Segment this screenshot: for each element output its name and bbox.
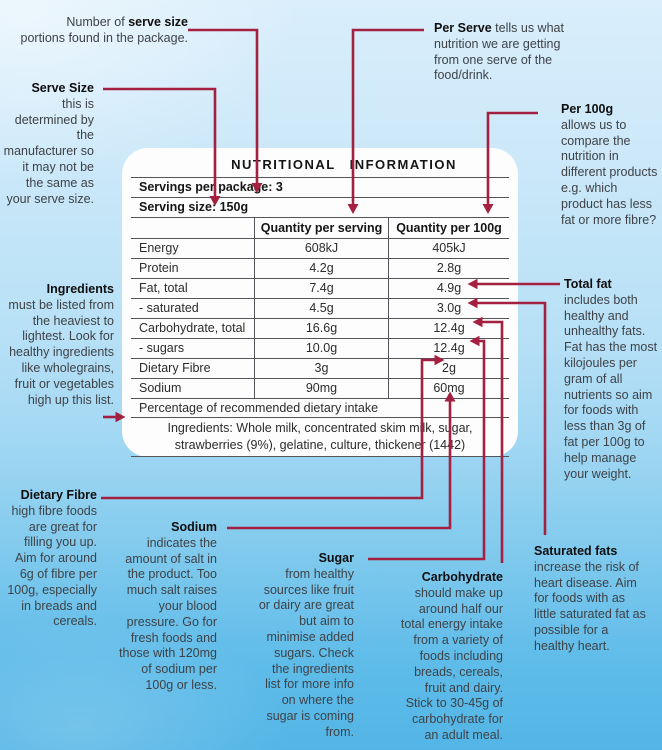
table-row-fat-total: Fat, total 7.4g 4.9g <box>131 279 509 299</box>
table-row-carbohydrate: Carbohydrate, total 16.6g 12.4g <box>131 319 509 339</box>
note-total-fat-body: includes both healthy and unhealthy fats… <box>564 292 658 481</box>
servings-per-package-row: Servings per package: 3 <box>131 178 509 198</box>
note-dietary-fibre-body: high fibre foods are great for filling y… <box>7 503 97 629</box>
note-serve-size-body: this is determined by the manufacturer s… <box>3 96 94 206</box>
table-row-dietary-fibre: Dietary Fibre 3g 2g <box>131 359 509 379</box>
note-saturated-fats: Saturated fats increase the risk of hear… <box>534 544 646 655</box>
note-ingredients-body: must be listed from the heaviest to ligh… <box>8 297 114 407</box>
note-dietary-fibre: Dietary Fibre high fibre foods are great… <box>0 488 97 630</box>
percentage-footnote: Percentage of recommended dietary intake <box>131 399 509 418</box>
note-carbohydrate: Carbohydrate should make up around half … <box>397 570 503 744</box>
note-serve-size: Serve Size this is determined by the man… <box>2 81 94 207</box>
note-ingredients: Ingredients must be listed from the heav… <box>4 282 114 408</box>
note-sodium-heading: Sodium <box>171 520 217 534</box>
note-carbohydrate-body: should make up around half our total ene… <box>400 585 503 742</box>
table-row-sugars: - sugars 10.0g 12.4g <box>131 339 509 359</box>
ingredients-line: Ingredients: Whole milk, concentrated sk… <box>131 418 509 457</box>
note-number-of-serves: Number of serve size portions found in t… <box>20 15 188 45</box>
note-per-100g-heading: Per 100g <box>561 102 614 116</box>
table-row-sodium: Sodium 90mg 60mg <box>131 379 509 399</box>
note-carbohydrate-heading: Carbohydrate <box>421 570 503 584</box>
note-total-fat-heading: Total fat <box>564 277 612 291</box>
note-ingredients-heading: Ingredients <box>46 282 114 296</box>
note-sodium-body: indicates the amount of salt in the prod… <box>119 535 217 692</box>
header-quantity-per-serving: Quantity per serving <box>254 218 388 238</box>
table-row-protein: Protein 4.2g 2.8g <box>131 259 509 279</box>
note-saturated-fats-heading: Saturated fats <box>534 544 618 558</box>
note-serve-size-heading: Serve Size <box>31 81 94 95</box>
table-row-energy: Energy 608kJ 405kJ <box>131 239 509 259</box>
nutrition-label-card: NUTRITIONAL INFORMATION Servings per pac… <box>122 148 518 457</box>
header-quantity-per-100g: Quantity per 100g <box>388 218 509 238</box>
note-sugar-body: from healthy sources like fruit or dairy… <box>258 566 354 739</box>
note-sugar-heading: Sugar <box>318 551 354 565</box>
note-sugar: Sugar from healthy sources like fruit or… <box>254 551 354 741</box>
note-per-100g-body: allows us to compare the nutrition in di… <box>561 117 658 227</box>
note-dietary-fibre-heading: Dietary Fibre <box>20 488 97 502</box>
header-blank-cell <box>131 218 254 238</box>
note-per-serve: Per Serve tells us what nutrition we are… <box>434 21 564 83</box>
note-total-fat: Total fat includes both healthy and unhe… <box>564 277 662 482</box>
nutrition-table: NUTRITIONAL INFORMATION Servings per pac… <box>131 152 509 457</box>
note-sodium: Sodium indicates the amount of salt in t… <box>118 520 217 694</box>
note-per-100g: Per 100g allows us to compare the nutrit… <box>561 102 661 228</box>
table-header-row: Quantity per serving Quantity per 100g <box>131 218 509 239</box>
table-row-saturated: - saturated 4.5g 3.0g <box>131 299 509 319</box>
serving-size-row: Serving size: 150g <box>131 198 509 218</box>
table-title: NUTRITIONAL INFORMATION <box>131 152 509 178</box>
note-saturated-fats-body: increase the risk of heart disease. Aim … <box>534 559 646 653</box>
